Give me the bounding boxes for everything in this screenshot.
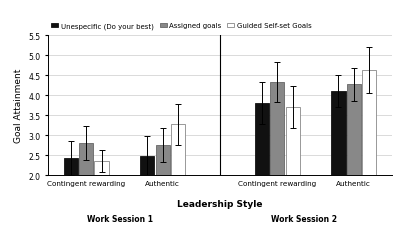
Bar (79, 144, 93, 176)
Bar (255, 104, 269, 176)
Bar (270, 83, 284, 176)
Bar (347, 85, 361, 176)
Text: Leadership Style: Leadership Style (177, 199, 263, 208)
Bar (332, 91, 346, 176)
Bar (362, 71, 376, 176)
Bar (286, 108, 300, 176)
Bar (140, 156, 154, 176)
Text: Work Session 1: Work Session 1 (87, 214, 153, 223)
Bar (64, 158, 78, 176)
Bar (94, 162, 108, 176)
Legend: Unespecific (Do your best), Assigned goals, Guided Self-set Goals: Unespecific (Do your best), Assigned goa… (52, 23, 312, 30)
Text: Work Session 2: Work Session 2 (271, 214, 337, 223)
Bar (171, 125, 185, 176)
Bar (156, 146, 170, 176)
Y-axis label: Goal Attainment: Goal Attainment (14, 69, 23, 143)
